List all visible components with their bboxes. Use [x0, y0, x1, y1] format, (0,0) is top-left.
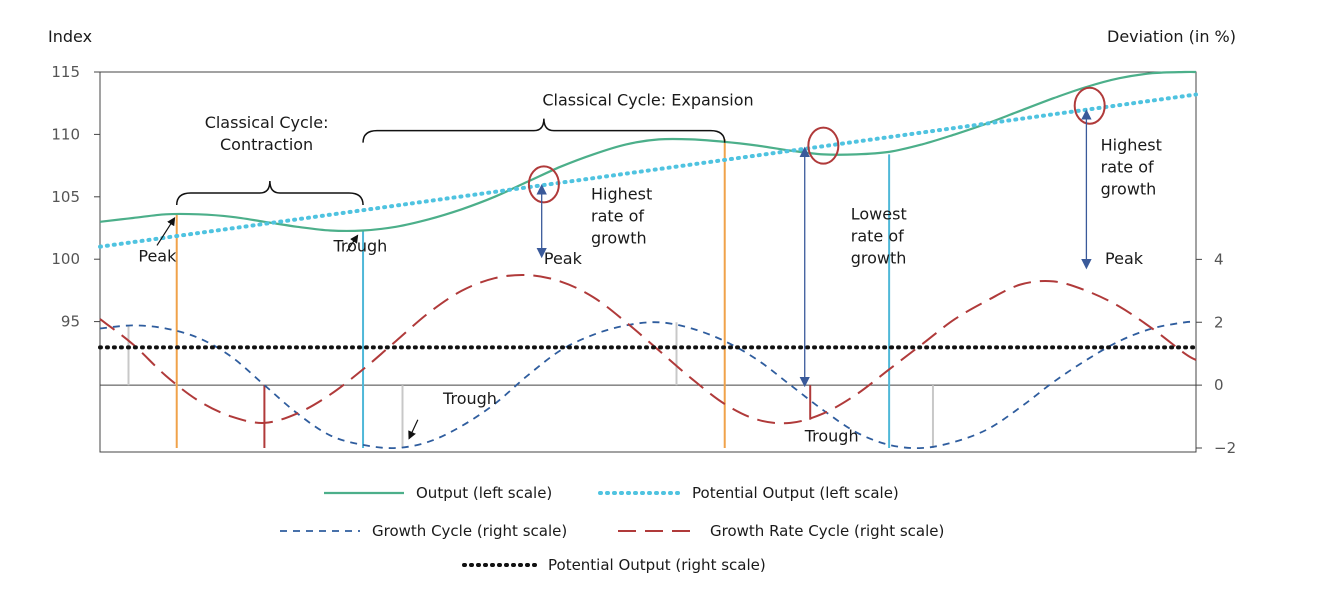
left-tick-label: 100: [51, 250, 80, 268]
right-axis-label: Deviation (in %): [1107, 27, 1236, 46]
legend-label-growth-cycle-right-scale: Growth Cycle (right scale): [372, 522, 567, 540]
right-tick-label: 2: [1214, 313, 1224, 331]
annotation-classical-cycle-expansion-0: Classical Cycle: Expansion: [542, 91, 753, 110]
legend-label-growth-rate-cycle-right-scale: Growth Rate Cycle (right scale): [710, 522, 944, 540]
legend-label-output-left-scale: Output (left scale): [416, 484, 552, 502]
series-growth-rate-cycle-right-scale: [99, 273, 1197, 425]
annotation-peak-2: Peak: [138, 247, 177, 266]
series-output-left-scale: [99, 70, 1197, 233]
annotation-lowest-rate-of-growth-6: Lowest rate of growth: [851, 204, 907, 267]
lowest-growth-circle: [807, 126, 840, 165]
annotation-trough-10: Trough: [804, 427, 859, 446]
left-tick-label: 105: [51, 188, 80, 206]
right-tick-label: 4: [1214, 250, 1224, 268]
plot-frame: [99, 71, 1197, 453]
legend-label-potential-output-right-scale: Potential Output (right scale): [548, 556, 766, 574]
trough-pointer-bottom: [408, 419, 419, 440]
series-growth-cycle-right-scale: [99, 320, 1197, 450]
right-tick-label: −2: [1214, 439, 1236, 457]
annotation-highest-rate-of-growth-7: Highest rate of growth: [1101, 136, 1162, 199]
trough-pointer-top: [346, 234, 359, 253]
left-tick-label: 95: [61, 313, 80, 331]
left-tick-label: 115: [51, 63, 80, 81]
left-tick-label: 110: [51, 125, 80, 143]
annotation-classical-cycle-contraction-1: Classical Cycle: Contraction: [205, 113, 329, 154]
annotation-highest-rate-of-growth-4: Highest rate of growth: [591, 184, 652, 247]
right-tick-label: 0: [1214, 376, 1224, 394]
annotation-peak-8: Peak: [1105, 249, 1144, 268]
annotation-trough-9: Trough: [442, 389, 497, 408]
annotation-trough-3: Trough: [332, 237, 387, 256]
expansion-brace: [362, 118, 726, 143]
contraction-brace: [175, 181, 364, 206]
legend-label-potential-output-left-scale: Potential Output (left scale): [692, 484, 899, 502]
annotation-peak-5: Peak: [544, 249, 583, 268]
left-axis-label: Index: [48, 27, 92, 46]
highest-growth-circle-2: [1073, 86, 1106, 125]
peak-pointer: [156, 217, 176, 246]
